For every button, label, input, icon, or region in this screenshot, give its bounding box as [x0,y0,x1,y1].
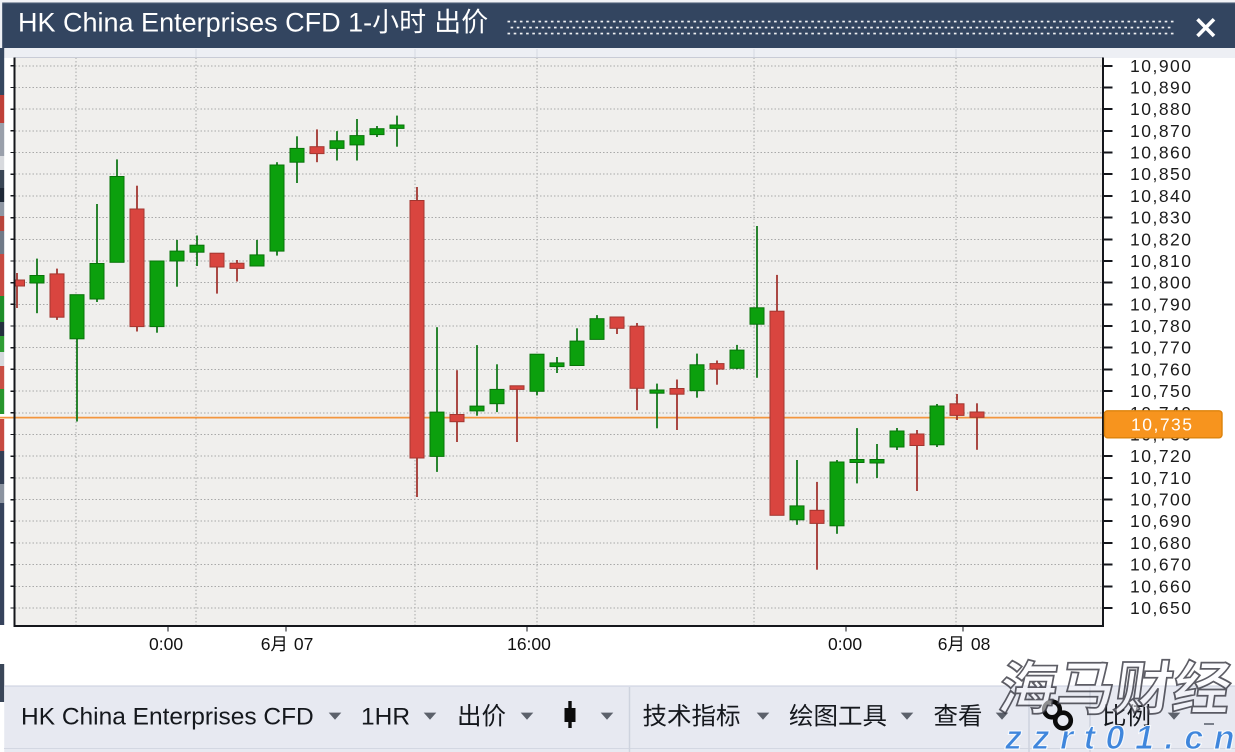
svg-text:10,830: 10,830 [1130,208,1193,228]
svg-text:10,850: 10,850 [1130,164,1193,184]
svg-text:0:00: 0:00 [149,634,183,654]
svg-text:10,690: 10,690 [1130,511,1193,531]
svg-text:10,680: 10,680 [1130,533,1193,553]
svg-text:16:00: 16:00 [507,634,551,654]
svg-text:10,700: 10,700 [1130,490,1193,510]
svg-text:1HR: 1HR [361,704,410,731]
svg-text:zzrt01.cn: zzrt01.cn [1004,719,1235,752]
svg-text:6: 6 [938,634,948,654]
svg-text:10,890: 10,890 [1130,78,1193,98]
svg-text:10,650: 10,650 [1130,598,1193,618]
svg-text:10,840: 10,840 [1130,186,1193,206]
svg-text:10,670: 10,670 [1130,555,1193,575]
svg-text:10,710: 10,710 [1130,468,1193,488]
svg-text:10,660: 10,660 [1130,576,1193,596]
svg-text:10,820: 10,820 [1130,229,1193,249]
svg-text:10,860: 10,860 [1130,143,1193,163]
svg-text:HK China Enterprises CFD: HK China Enterprises CFD [21,704,314,731]
svg-text:10,810: 10,810 [1130,251,1193,271]
svg-text:10,750: 10,750 [1130,381,1193,401]
svg-text:10,900: 10,900 [1130,56,1193,76]
svg-text:HK China Enterprises CFD 1-: HK China Enterprises CFD 1- [18,7,372,37]
svg-text:07: 07 [294,634,313,654]
svg-text:10,760: 10,760 [1130,359,1193,379]
svg-text:08: 08 [971,634,990,654]
svg-text:10,780: 10,780 [1130,316,1193,336]
svg-text:10,770: 10,770 [1130,338,1193,358]
svg-text:10,720: 10,720 [1130,446,1193,466]
svg-text:10,790: 10,790 [1130,294,1193,314]
svg-text:10,880: 10,880 [1130,99,1193,119]
svg-text:10,870: 10,870 [1130,121,1193,141]
svg-text:0:00: 0:00 [828,634,862,654]
svg-text:10,800: 10,800 [1130,273,1193,293]
svg-text:10,735: 10,735 [1131,414,1194,434]
svg-text:6: 6 [261,634,271,654]
